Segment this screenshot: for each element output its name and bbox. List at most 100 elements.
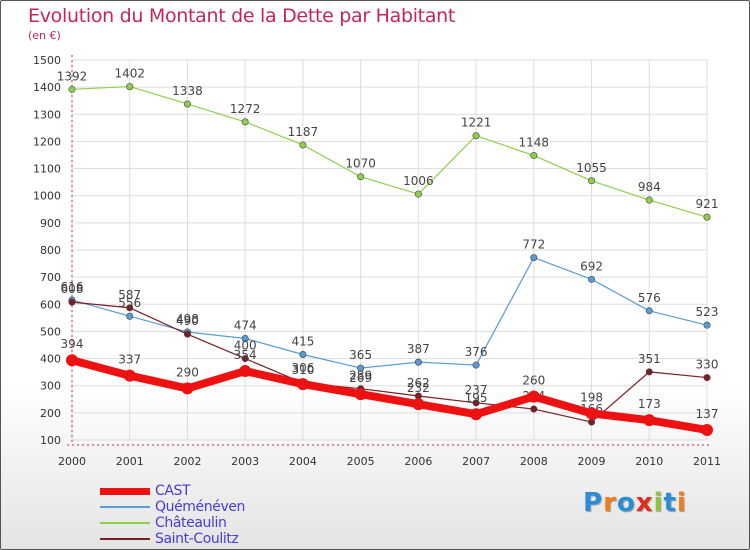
data-label: 290 [176, 365, 199, 379]
chart-title: Evolution du Montant de la Dette par Hab… [28, 5, 456, 27]
data-point [645, 368, 653, 376]
legend-swatch [100, 506, 150, 508]
data-label: 1272 [230, 102, 261, 116]
data-label: 394 [61, 337, 84, 351]
data-point [530, 152, 538, 160]
data-point [241, 118, 249, 126]
data-label: 354 [234, 348, 257, 362]
data-point [703, 374, 711, 382]
data-label: 1006 [403, 174, 434, 188]
logo-letter: x [635, 488, 654, 518]
data-label: 1221 [461, 116, 492, 130]
data-point [299, 141, 307, 149]
data-point [530, 405, 538, 413]
data-label: 1070 [345, 157, 376, 171]
data-label: 1148 [519, 136, 550, 150]
data-label: 576 [638, 291, 661, 305]
data-label: 387 [407, 342, 430, 356]
data-label: 523 [696, 305, 719, 319]
data-label: 587 [118, 288, 141, 302]
x-tick-label: 2011 [693, 455, 721, 468]
data-point [588, 177, 596, 185]
data-point [68, 85, 76, 93]
data-point [470, 408, 483, 421]
data-point [414, 358, 422, 366]
data-label: 262 [407, 376, 430, 390]
data-label: 173 [638, 397, 661, 411]
data-label: 1392 [57, 69, 88, 83]
series-line [71, 257, 708, 369]
data-label: 365 [349, 348, 372, 362]
logo-letter: i [676, 488, 687, 518]
data-point [472, 399, 480, 407]
legend-swatch [100, 538, 150, 540]
data-label: 232 [407, 381, 430, 395]
y-tick-label: 700 [40, 271, 61, 284]
data-label: 310 [291, 363, 314, 377]
data-label: 376 [465, 345, 488, 359]
data-label: 260 [522, 374, 545, 388]
data-point [299, 350, 307, 358]
data-label: 289 [349, 369, 372, 383]
data-point [66, 354, 78, 367]
legend-swatch [100, 487, 150, 495]
data-point [472, 132, 480, 140]
x-tick-label: 2002 [173, 455, 201, 468]
data-point [414, 190, 422, 198]
data-point [241, 334, 249, 342]
data-label: 984 [638, 180, 661, 194]
x-tick-label: 2009 [578, 455, 606, 468]
x-tick-label: 2010 [635, 455, 663, 468]
x-tick-label: 2005 [347, 455, 375, 468]
data-label: 195 [465, 391, 488, 405]
data-point [357, 173, 365, 181]
y-tick-label: 400 [40, 353, 61, 366]
x-tick-label: 2001 [116, 455, 144, 468]
chart-subtitle: (en €) [28, 29, 61, 42]
data-point [296, 378, 309, 391]
legend-label: Châteaulin [155, 515, 227, 531]
proxiti-logo: Proxiti [583, 488, 687, 518]
data-point [126, 312, 134, 320]
data-label: 498 [176, 312, 199, 326]
y-tick-label: 1300 [33, 108, 61, 121]
data-point [354, 388, 367, 401]
logo-letter: i [653, 488, 664, 518]
x-tick-label: 2003 [231, 455, 259, 468]
series-line [68, 356, 711, 434]
data-point [183, 100, 191, 108]
data-point [126, 304, 134, 312]
data-point [241, 355, 249, 363]
data-label: 306 [291, 361, 314, 375]
data-label: 351 [638, 352, 661, 366]
data-point [703, 213, 711, 221]
logo-letter: P [583, 488, 604, 518]
data-label: 337 [118, 353, 141, 367]
legend-label: CAST [155, 483, 191, 499]
logo-letter: t [663, 488, 677, 518]
data-label: 692 [580, 259, 603, 273]
x-tick-label: 2008 [520, 455, 548, 468]
data-point [643, 414, 656, 427]
data-label: 1402 [114, 67, 145, 81]
y-tick-label: 300 [40, 380, 61, 393]
data-label: 1338 [172, 84, 203, 98]
logo-letter: o [616, 488, 636, 518]
data-point [701, 423, 713, 436]
logo-letter: r [603, 488, 617, 518]
y-tick-label: 200 [40, 407, 61, 420]
data-point [126, 83, 134, 91]
x-tick-label: 2006 [404, 455, 432, 468]
data-label: 921 [696, 197, 719, 211]
data-label: 269 [349, 371, 372, 385]
data-label: 608 [61, 282, 84, 296]
data-point [588, 275, 596, 283]
y-tick-label: 600 [40, 298, 61, 311]
legend-label: Quéménéven [155, 499, 246, 515]
y-tick-label: 800 [40, 244, 61, 257]
data-point [123, 369, 136, 382]
data-label: 616 [61, 280, 84, 294]
x-tick-label: 2007 [462, 455, 490, 468]
